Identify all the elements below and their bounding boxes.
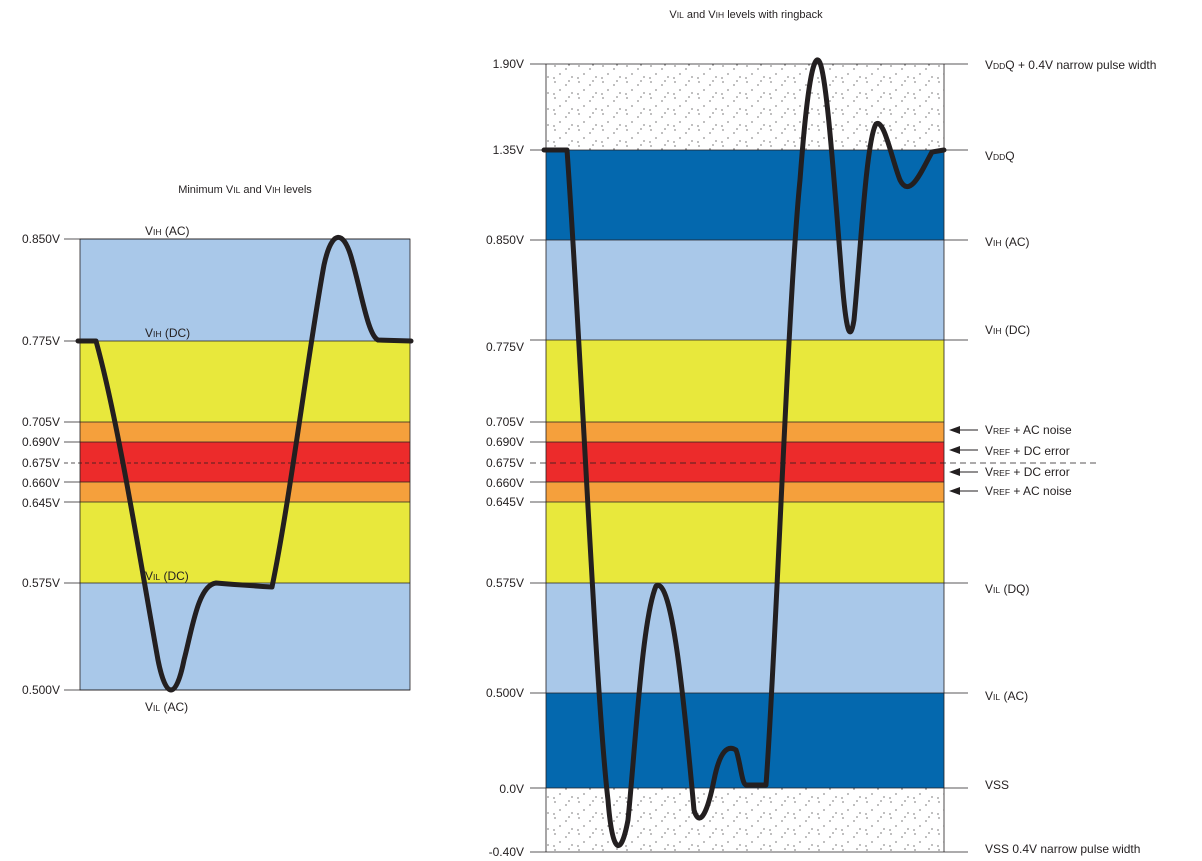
label-vref-dc-error-top: VREF + DC error (985, 444, 1070, 458)
left-diagram: Minimum VIL and VIH levels 0.850V 0.775V… (22, 184, 414, 714)
right-band-red (546, 442, 944, 482)
label-vref-ac-noise-bottom: VREF + AC noise (985, 484, 1072, 498)
tick-label: 0.645V (486, 495, 524, 509)
right-band-vddq (546, 150, 944, 240)
tick-label: 0.500V (486, 686, 524, 700)
tick-label: 0.575V (486, 576, 524, 590)
vref-arrows (949, 426, 978, 495)
arrow-left-icon (949, 487, 978, 495)
right-frame (545, 64, 945, 852)
tick-label: 0.575V (22, 576, 60, 590)
tick-label: 0.645V (22, 496, 60, 510)
arrow-left-icon (949, 446, 978, 454)
label-vss-pulse: VSS 0.4V narrow pulse width (985, 842, 1140, 856)
left-band-orange-top (80, 422, 410, 442)
label-vddq-pulse: VDDQ + 0.4V narrow pulse width (985, 58, 1156, 72)
tick-label: 0.775V (22, 334, 60, 348)
tick-label: 0.675V (22, 456, 60, 470)
label-vddq: VDDQ (985, 149, 1015, 163)
tick-label: 0.690V (486, 435, 524, 449)
tick-label: 0.660V (22, 476, 60, 490)
label-vref-dc-error-bottom: VREF + DC error (985, 465, 1070, 479)
left-band-yellow-top (80, 341, 410, 422)
tick-label: 0.775V (486, 340, 524, 354)
tick-label: 0.0V (499, 782, 524, 796)
right-band-orange-top (546, 422, 944, 442)
left-band-vih-ac (80, 239, 410, 341)
right-band-vil-ac (546, 583, 944, 693)
left-axis-ticks: 0.850V 0.775V 0.705V 0.690V 0.675V 0.660… (22, 232, 60, 697)
tick-label: 0.690V (22, 435, 60, 449)
right-band-yellow-top (546, 340, 944, 422)
label-vih-dc: VIH (DC) (985, 323, 1030, 337)
arrow-left-icon (949, 426, 978, 434)
right-band-orange-bottom (546, 482, 944, 502)
tick-label: 0.850V (22, 232, 60, 246)
right-title: VIL and VIH levels with ringback (669, 9, 823, 21)
right-band-overshoot (546, 64, 944, 150)
tick-label: 0.660V (486, 476, 524, 490)
right-level-labels: VDDQ + 0.4V narrow pulse width VDDQ VIH … (985, 58, 1156, 856)
label-vss: VSS (985, 778, 1009, 792)
right-axis-ticks: 1.90V 1.35V 0.850V 0.775V 0.705V 0.690V … (486, 57, 524, 859)
label-vih-ac: VIH (AC) (985, 235, 1030, 249)
arrow-left-icon (949, 468, 978, 476)
left-label-vih-dc: VIH (DC) (145, 326, 190, 340)
right-band-vss (546, 693, 944, 788)
right-band-yellow-bottom (546, 502, 944, 583)
label-vref-ac-noise-top: VREF + AC noise (985, 423, 1072, 437)
right-band-vih-ac (546, 240, 944, 340)
right-gridlines (530, 63, 968, 853)
left-label-vih-ac: VIH (AC) (145, 224, 190, 238)
tick-label: 0.705V (486, 415, 524, 429)
right-signal-waveform (541, 57, 947, 848)
tick-label: 0.675V (486, 456, 524, 470)
tick-label: 0.500V (22, 683, 60, 697)
left-band-orange-bottom (80, 482, 410, 502)
tick-label: 0.850V (486, 233, 524, 247)
left-band-red (80, 442, 410, 482)
left-band-yellow-bottom (80, 502, 410, 583)
right-diagram: VIL and VIH levels with ringback (486, 9, 1156, 859)
tick-label: 1.35V (493, 143, 524, 157)
tick-label: 0.705V (22, 415, 60, 429)
left-label-vil-ac: VIL (AC) (145, 700, 188, 714)
label-vil-dq: VIL (DQ) (985, 582, 1029, 596)
left-title: Minimum VIL and VIH levels (178, 184, 312, 196)
tick-label: 1.90V (493, 57, 524, 71)
left-signal-waveform (75, 234, 414, 693)
tick-label: -0.40V (489, 845, 524, 859)
left-label-vil-dc: VIL (DC) (145, 569, 189, 583)
left-band-vil-ac (80, 583, 410, 690)
label-vil-ac: VIL (AC) (985, 689, 1028, 703)
